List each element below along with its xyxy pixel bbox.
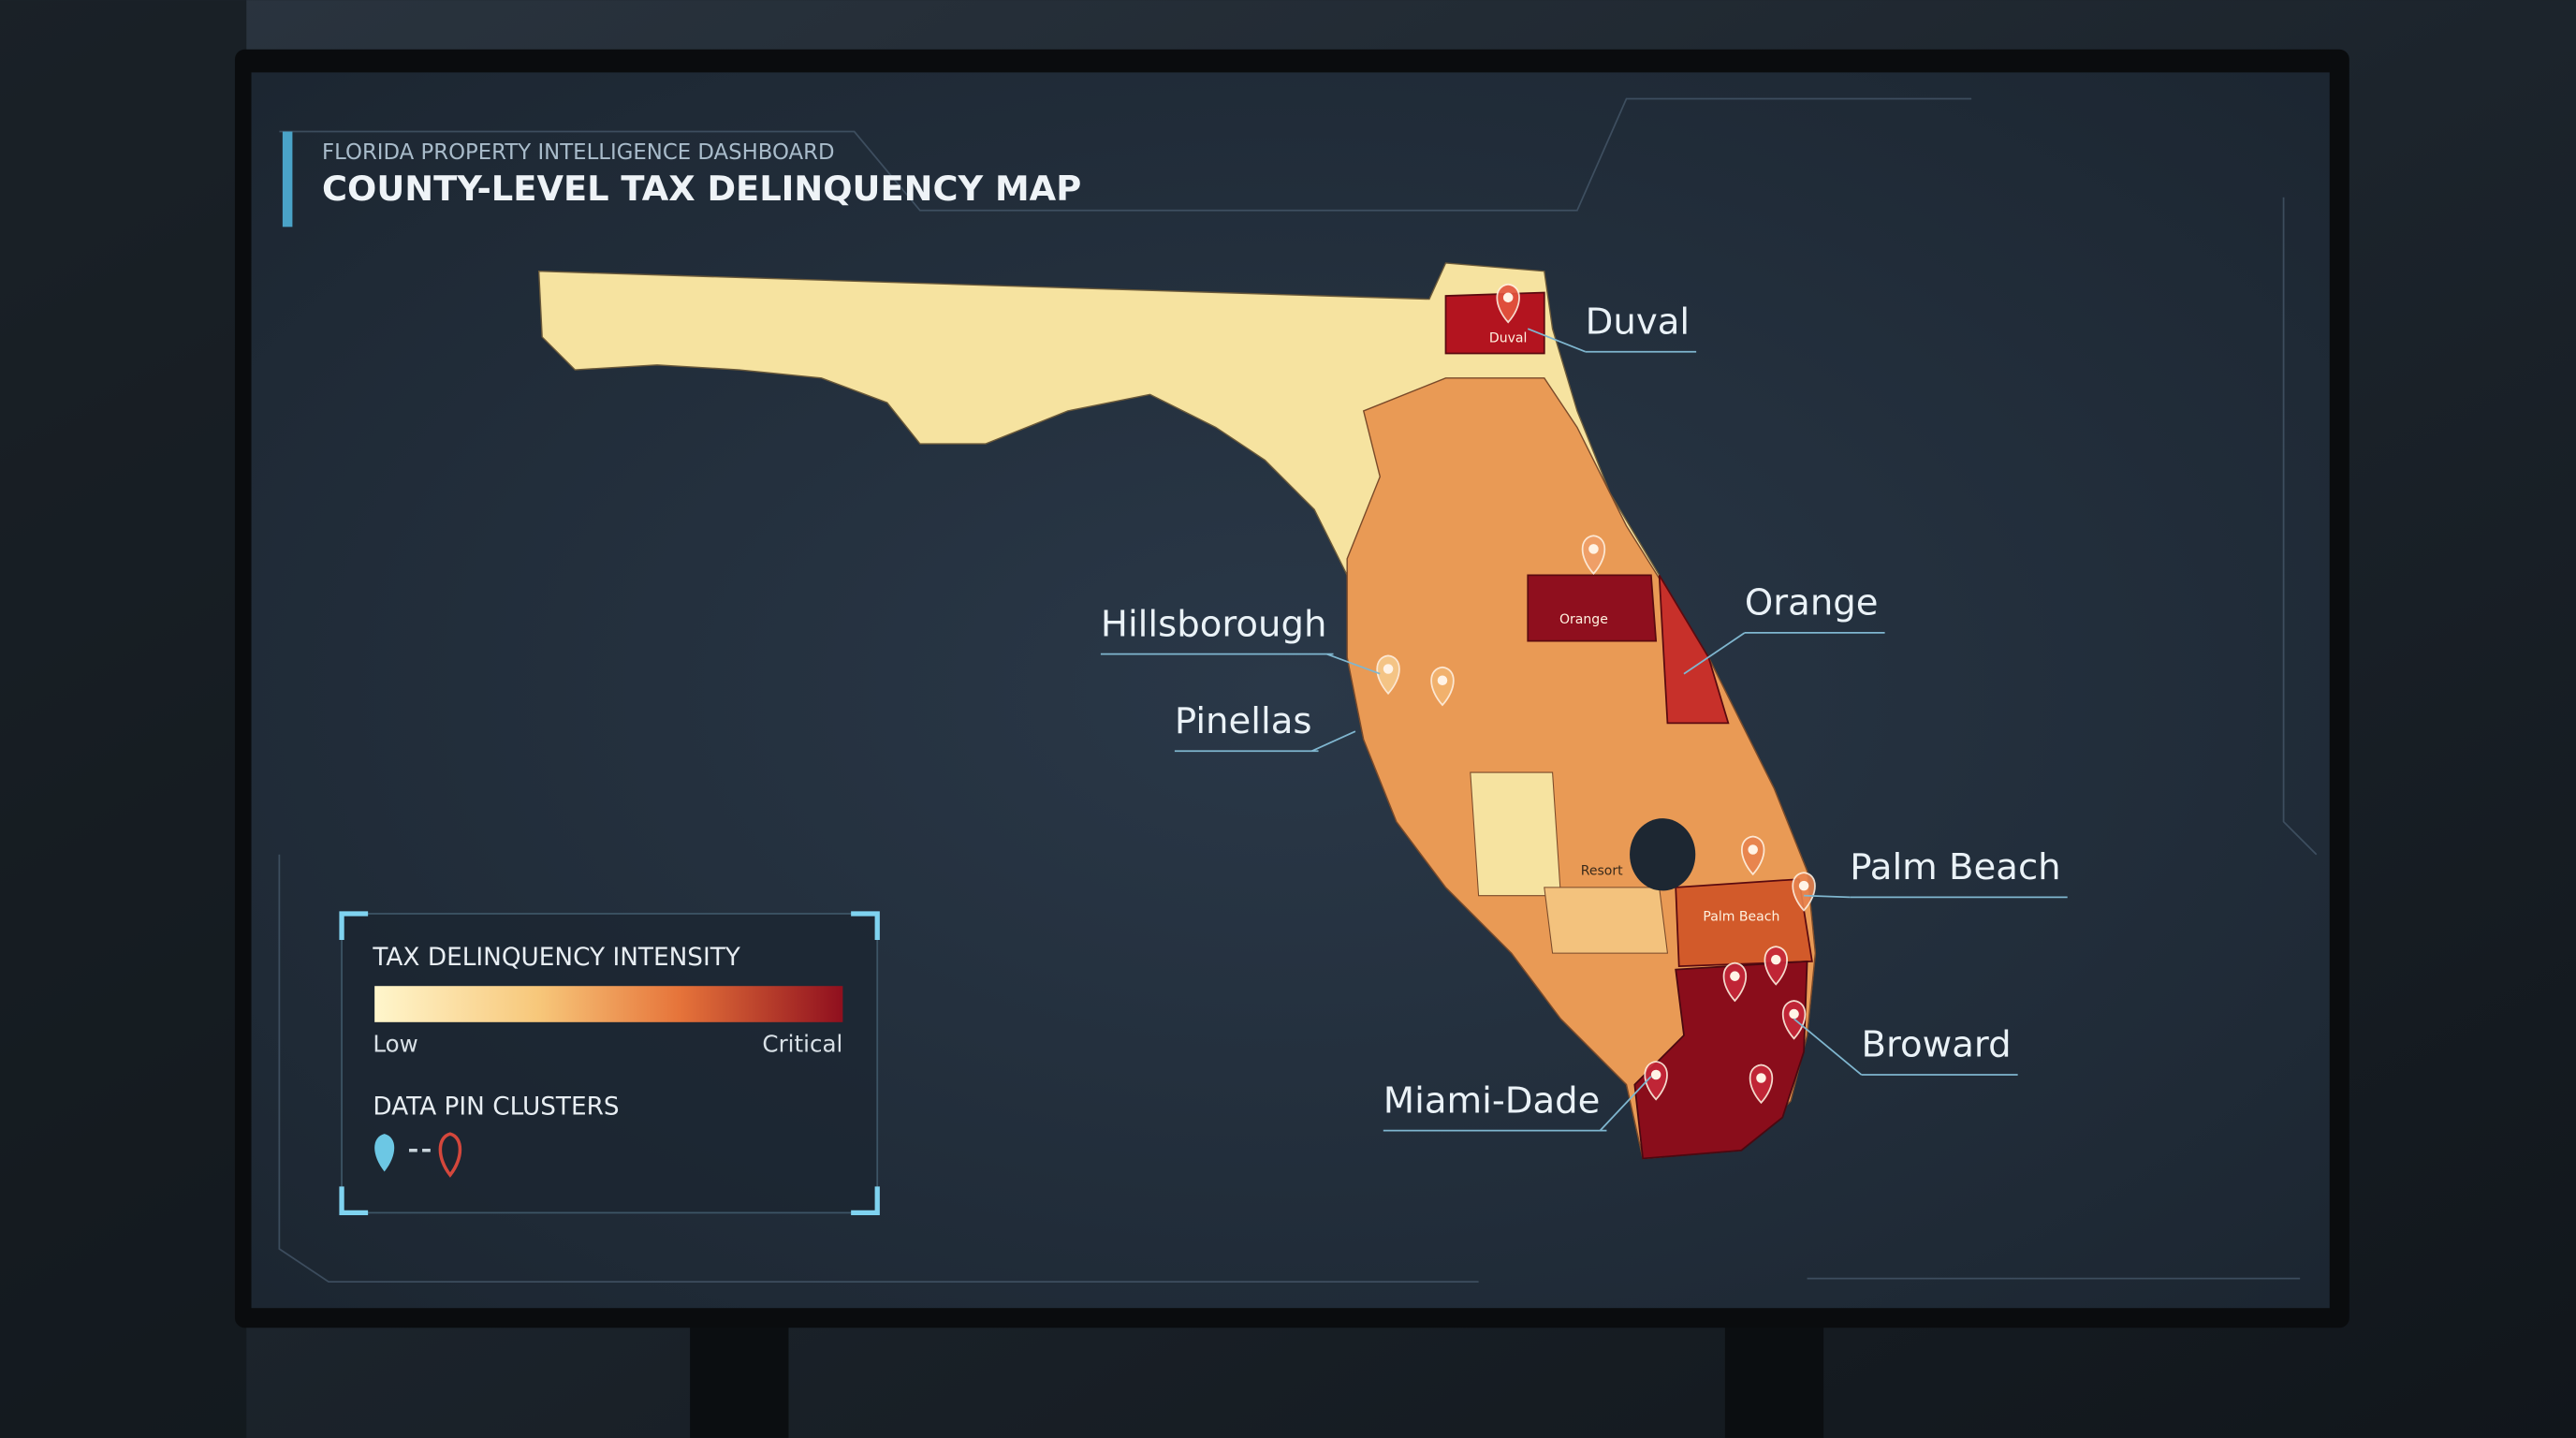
- high-intensity-region: [1633, 960, 1808, 1160]
- dashboard-subtitle: FLORIDA PROPERTY INTELLIGENCE DASHBOARD: [322, 140, 835, 165]
- callout-label: Pinellas: [1175, 700, 1312, 742]
- pin-icon-low: [374, 1134, 395, 1172]
- callout-label: Orange: [1745, 582, 1879, 624]
- legend-corners: [339, 911, 880, 1216]
- pin-dot: [1502, 292, 1514, 303]
- pin-dot: [1588, 544, 1599, 554]
- data-pin: [1722, 961, 1748, 1003]
- callout-label: Hillsborough: [1101, 603, 1327, 645]
- lake: [1630, 818, 1696, 891]
- pin-dot: [1798, 880, 1809, 891]
- data-pin: [1376, 654, 1400, 696]
- pin-dot: [1437, 675, 1448, 686]
- legend-gradient: [374, 986, 843, 1022]
- title-accent: [282, 131, 293, 227]
- county-label: Resort: [1581, 863, 1623, 878]
- callout-leader: [1311, 730, 1356, 753]
- stand: [690, 1314, 789, 1438]
- legend-box: [341, 913, 879, 1214]
- callout-leader: [1683, 632, 1746, 675]
- dashboard-title: COUNTY-LEVEL TAX DELINQUENCY MAP: [322, 169, 1081, 209]
- low-intensity-region: [1470, 771, 1561, 897]
- data-pin: [1740, 835, 1765, 876]
- legend: TAX DELINQUENCY INTENSITY Low Critical D…: [339, 911, 880, 1216]
- data-pin: [1581, 535, 1606, 575]
- legend-high: Critical: [762, 1030, 842, 1057]
- florida-map: [537, 262, 1817, 1160]
- legend-low: Low: [373, 1030, 417, 1057]
- data-pin: [1764, 946, 1788, 986]
- callout-leader: [1599, 1076, 1652, 1132]
- pin-dot: [1748, 844, 1758, 855]
- callout-label: Miami-Dade: [1383, 1079, 1601, 1122]
- data-pin: [1430, 666, 1455, 707]
- pin-dot: [1756, 1073, 1766, 1083]
- pin-dot: [1789, 1008, 1799, 1020]
- circuit-lines: [278, 97, 2318, 1283]
- callout-label: Palm Beach: [1850, 846, 2060, 888]
- pin-dot: [1771, 954, 1781, 965]
- county-label: Duval: [1489, 331, 1528, 346]
- legend-title: TAX DELINQUENCY INTENSITY: [372, 944, 740, 972]
- pin-dot: [1383, 664, 1394, 674]
- data-pin: [1749, 1064, 1774, 1105]
- high-intensity-region: [1658, 574, 1730, 725]
- data-pin: [1644, 1061, 1668, 1101]
- pin-icon-high: [438, 1132, 462, 1178]
- callout-label: Broward: [1862, 1024, 2012, 1066]
- callout-leader: [1527, 328, 1586, 353]
- legend-pins-title: DATA PIN CLUSTERS: [373, 1093, 619, 1122]
- pin-dot: [1650, 1069, 1661, 1080]
- county-label: Orange: [1559, 612, 1608, 627]
- high-intensity-region: [1675, 878, 1813, 968]
- pin-dot: [1730, 971, 1740, 981]
- callout-leader: [1804, 894, 1851, 899]
- stand: [1724, 1314, 1824, 1438]
- high-intensity-region: [1527, 574, 1658, 642]
- county-label: Palm Beach: [1703, 909, 1779, 924]
- data-pin: [1496, 283, 1520, 324]
- callout-label: Duval: [1586, 301, 1690, 343]
- callout-leader: [1793, 1018, 1863, 1076]
- low-intensity-region: [1544, 887, 1669, 954]
- callout-leader: [1326, 653, 1381, 675]
- wall: [0, 0, 247, 1438]
